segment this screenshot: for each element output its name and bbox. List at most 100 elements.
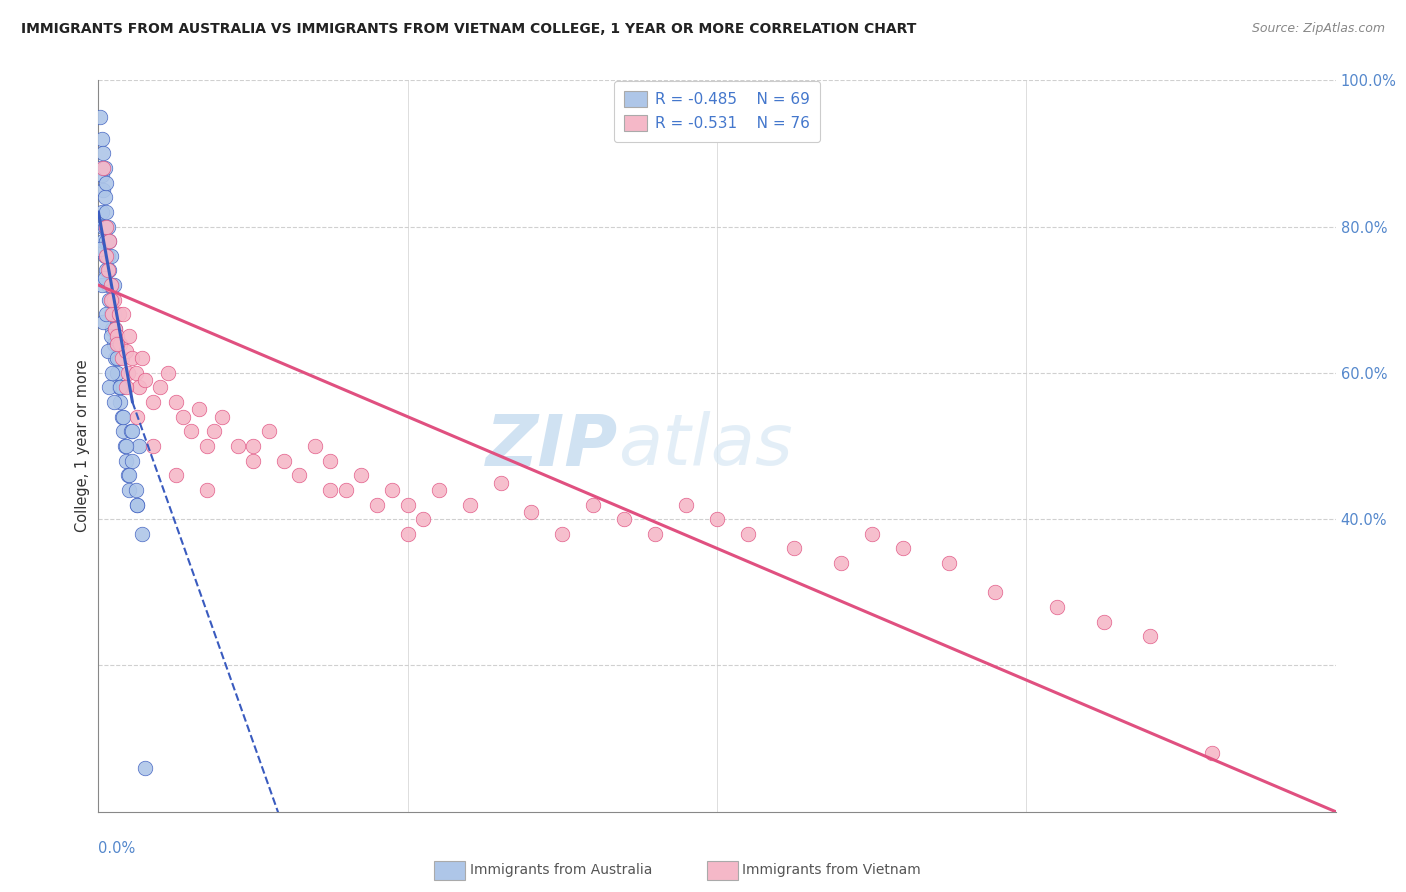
Point xyxy=(204,425,226,439)
Point xyxy=(142,395,165,409)
Point xyxy=(396,498,419,512)
Point xyxy=(304,439,326,453)
Point xyxy=(335,483,357,497)
Legend: R = -0.485    N = 69, R = -0.531    N = 76: R = -0.485 N = 69, R = -0.531 N = 76 xyxy=(613,80,821,142)
Point xyxy=(91,315,114,329)
Text: Immigrants from Vietnam: Immigrants from Vietnam xyxy=(742,863,921,877)
Point xyxy=(100,249,122,263)
Point xyxy=(114,439,136,453)
Point xyxy=(131,351,153,366)
Point xyxy=(104,322,127,336)
Point xyxy=(273,453,295,467)
Point xyxy=(101,366,124,380)
Point xyxy=(165,468,187,483)
Point xyxy=(105,351,128,366)
Point xyxy=(101,322,124,336)
Point xyxy=(103,293,125,307)
Point xyxy=(100,278,122,293)
Point xyxy=(105,336,128,351)
Point xyxy=(96,263,118,277)
Point xyxy=(984,585,1007,599)
Point xyxy=(90,132,112,146)
Point xyxy=(112,425,135,439)
Point xyxy=(90,169,112,183)
Point xyxy=(121,351,143,366)
Point xyxy=(134,373,156,387)
Point xyxy=(111,351,134,366)
Point xyxy=(157,366,180,380)
Text: 0.0%: 0.0% xyxy=(98,841,135,856)
Point xyxy=(93,249,115,263)
Point xyxy=(737,526,759,541)
Point xyxy=(103,395,125,409)
Text: Immigrants from Australia: Immigrants from Australia xyxy=(470,863,652,877)
Point xyxy=(613,512,636,526)
Text: Source: ZipAtlas.com: Source: ZipAtlas.com xyxy=(1251,22,1385,36)
Point xyxy=(891,541,914,556)
Point xyxy=(117,468,139,483)
Point xyxy=(117,366,139,380)
Point xyxy=(104,322,127,336)
Point xyxy=(101,307,124,321)
Point xyxy=(100,278,122,293)
Point xyxy=(103,278,125,293)
Point xyxy=(115,343,138,358)
Point xyxy=(91,234,114,248)
Point xyxy=(108,395,131,409)
Point xyxy=(115,453,138,467)
Point xyxy=(91,146,114,161)
Point xyxy=(107,351,129,366)
Point xyxy=(111,380,134,394)
Point xyxy=(121,453,143,467)
Point xyxy=(366,498,388,512)
Point xyxy=(257,425,280,439)
Point xyxy=(1201,746,1223,760)
Point xyxy=(412,512,434,526)
Point xyxy=(860,526,883,541)
Point xyxy=(89,110,111,124)
Point xyxy=(98,263,121,277)
Point xyxy=(675,498,697,512)
Point xyxy=(96,234,118,248)
Point xyxy=(100,329,122,343)
Point xyxy=(93,190,115,204)
Point xyxy=(89,161,111,175)
Point xyxy=(112,409,135,424)
Point xyxy=(149,380,172,394)
Point xyxy=(89,242,111,256)
Point xyxy=(101,293,124,307)
Point xyxy=(124,366,146,380)
Point xyxy=(97,249,120,263)
Point xyxy=(319,483,342,497)
Point xyxy=(104,351,127,366)
Point xyxy=(96,307,118,321)
Point xyxy=(1046,599,1069,614)
Point xyxy=(97,278,120,293)
Point xyxy=(98,234,121,248)
Point xyxy=(489,475,512,490)
Point xyxy=(111,409,134,424)
Point xyxy=(91,183,114,197)
Point xyxy=(112,307,135,321)
Point xyxy=(288,468,311,483)
Point xyxy=(128,380,150,394)
Point xyxy=(93,219,115,234)
Point xyxy=(242,453,264,467)
Point xyxy=(165,395,187,409)
Point xyxy=(783,541,806,556)
Point xyxy=(100,293,122,307)
Text: ZIP: ZIP xyxy=(486,411,619,481)
Point xyxy=(96,205,118,219)
Point xyxy=(93,270,115,285)
Point xyxy=(98,380,121,394)
Point xyxy=(427,483,450,497)
Point xyxy=(118,483,141,497)
Y-axis label: College, 1 year or more: College, 1 year or more xyxy=(75,359,90,533)
Point xyxy=(131,526,153,541)
Point xyxy=(96,176,118,190)
Point xyxy=(98,293,121,307)
Point xyxy=(124,483,146,497)
Point xyxy=(396,526,419,541)
Point xyxy=(211,409,233,424)
Point xyxy=(108,380,131,394)
